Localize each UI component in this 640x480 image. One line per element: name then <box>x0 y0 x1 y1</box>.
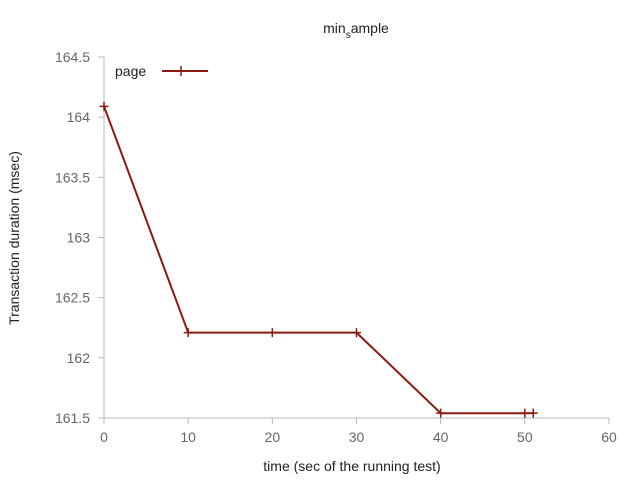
legend: page <box>115 63 208 79</box>
chart-title-subscript: s <box>346 30 351 41</box>
x-tick-label: 50 <box>517 429 533 445</box>
x-tick-label: 10 <box>180 429 196 445</box>
chart-title: minsample <box>323 20 389 41</box>
x-tick-label: 20 <box>265 429 281 445</box>
data-point-marker <box>520 408 530 418</box>
x-axis-title: time (sec of the running test) <box>263 458 440 474</box>
y-axis-title: Transaction duration (msec) <box>6 151 22 325</box>
series-line-page <box>103 105 534 415</box>
data-point-marker <box>528 408 538 418</box>
data-point-marker <box>183 328 193 338</box>
y-tick-label: 162.5 <box>55 290 90 306</box>
x-ticks: 0 10 20 30 40 50 60 <box>100 418 617 445</box>
y-tick-label: 163.5 <box>55 169 90 185</box>
series-layer <box>99 101 538 418</box>
y-tick-label: 164 <box>67 109 91 125</box>
data-point-marker <box>352 328 361 338</box>
y-tick-label: 162 <box>67 350 91 366</box>
data-point-marker <box>99 101 109 111</box>
x-tick-label: 40 <box>433 429 449 445</box>
chart-title-main: min <box>323 20 346 36</box>
x-tick-label: 30 <box>349 429 365 445</box>
y-tick-label: 161.5 <box>55 410 90 426</box>
legend-label-page: page <box>115 63 146 79</box>
x-tick-label: 0 <box>100 429 108 445</box>
y-tick-label: 163 <box>67 230 91 246</box>
y-tick-label: 164.5 <box>55 49 90 65</box>
legend-swatch-marker <box>176 66 186 76</box>
chart-title-rest: ample <box>351 20 389 36</box>
y-ticks: 161.5 162 162.5 163 163.5 164 164.5 <box>55 49 104 426</box>
data-point-marker <box>267 328 277 338</box>
data-point-marker <box>436 408 446 418</box>
x-tick-label: 60 <box>601 429 617 445</box>
